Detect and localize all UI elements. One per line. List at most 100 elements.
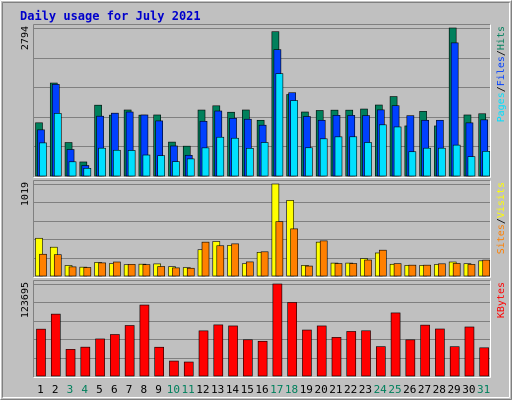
kbytes-bar [346, 331, 357, 377]
pages-bar [53, 113, 62, 177]
pages-bar [452, 144, 461, 177]
pages-bar [334, 136, 343, 177]
kbytes-bar [169, 360, 179, 377]
kbytes-bar [95, 338, 105, 377]
kbytes-bar [405, 339, 416, 377]
pages-bar [275, 73, 284, 177]
day-label: 17 [270, 383, 283, 396]
day-label: 19 [300, 383, 313, 396]
day-label: 8 [140, 383, 147, 396]
pages-bar [98, 147, 106, 177]
sites-bar [39, 253, 47, 277]
sites-bar [157, 266, 165, 277]
kbytes-bar [65, 349, 76, 377]
day-label: 31 [477, 383, 490, 396]
sites-bar [482, 259, 491, 277]
day-label: 4 [81, 383, 88, 396]
day-label: 14 [226, 383, 240, 396]
legend-sites: Sites [496, 224, 507, 254]
day-label: 15 [241, 383, 254, 396]
pages-bar [83, 168, 92, 177]
day-label: 20 [314, 383, 327, 396]
series-legend: Sites/Visits [496, 182, 507, 254]
day-label: 16 [255, 383, 268, 396]
pages-bar [113, 149, 121, 177]
kbytes-bar [183, 361, 194, 377]
sites-bar [305, 265, 313, 277]
sites-bar [260, 251, 269, 277]
kbytes-bar [449, 346, 460, 377]
kbytes-bar [435, 328, 445, 377]
day-label: 30 [462, 383, 475, 396]
legend-kbytes: KBytes [496, 282, 507, 318]
sites-bar [127, 264, 136, 277]
day-axis-labels: 1 2 3 4 5 6 7 8 9 10 11 12 13 14 15 16 17 18 19 20 21 22 23 24 2… [37, 383, 490, 396]
kbytes-bar [228, 325, 238, 377]
sites-bar [186, 267, 195, 277]
pages-bar [246, 147, 254, 177]
pages-bar [231, 137, 239, 177]
sites-bar [290, 228, 298, 277]
sites-bar [98, 262, 106, 277]
sites-bar [349, 263, 358, 277]
kbytes-bar [331, 337, 342, 377]
day-label: 2 [52, 383, 59, 396]
pages-bar [127, 150, 136, 177]
pages-bar [39, 142, 47, 177]
kbytes-bar [479, 347, 490, 377]
kbytes-panel: 123695 KBytes [20, 280, 507, 378]
kbytes-bar [420, 324, 430, 377]
sites-bar [319, 240, 328, 277]
pages-bar [438, 147, 446, 177]
legend-visits: Visits [496, 182, 507, 218]
visits-sites-panel: 1019 Sites/Visits [20, 180, 507, 278]
day-label: 28 [433, 383, 446, 396]
sites-bar [334, 263, 343, 277]
sites-bar [438, 263, 446, 277]
day-label: 3 [67, 383, 74, 396]
pages-bar [216, 136, 225, 177]
pages-bar [482, 151, 491, 177]
day-label: 23 [359, 383, 372, 396]
pages-bar [467, 156, 476, 177]
legend-files: Files [496, 56, 507, 86]
legend-hits: Hits [496, 26, 507, 50]
pages-bar [172, 161, 180, 177]
sites-bar [201, 241, 210, 277]
sites-bar [53, 254, 62, 277]
y-max-label: 1019 [20, 182, 31, 206]
sites-bar [113, 261, 121, 277]
kbytes-bar [302, 329, 312, 377]
day-label: 7 [126, 383, 133, 396]
day-label: 13 [211, 383, 224, 396]
kbytes-bar [316, 325, 327, 377]
sites-bar [246, 261, 254, 277]
y-max-label: 123695 [20, 282, 31, 318]
sites-bar [364, 259, 372, 277]
sites-bar [452, 263, 461, 277]
pages-bar [408, 151, 417, 177]
pages-bar [349, 136, 358, 177]
pages-bar [393, 126, 402, 177]
day-label: 25 [388, 383, 401, 396]
kbytes-bar [243, 339, 253, 377]
series-legend: KBytes [496, 282, 507, 318]
kbytes-bar [361, 330, 371, 377]
sites-bar [423, 264, 431, 277]
kbytes-bar [154, 346, 164, 377]
day-label: 6 [111, 383, 118, 396]
pages-bar [305, 147, 313, 177]
day-label: 26 [403, 383, 416, 396]
kbytes-bar [124, 325, 135, 377]
pages-bar [260, 142, 269, 177]
pages-bar [290, 100, 298, 177]
legend-separator: / [496, 50, 507, 56]
pages-bar [201, 147, 210, 177]
sites-bar [83, 267, 92, 277]
sites-bar [275, 221, 284, 277]
legend-separator: / [496, 86, 507, 92]
day-label: 22 [344, 383, 357, 396]
series-legend: Pages/Files/Hits [496, 26, 507, 122]
day-label: 11 [182, 383, 195, 396]
